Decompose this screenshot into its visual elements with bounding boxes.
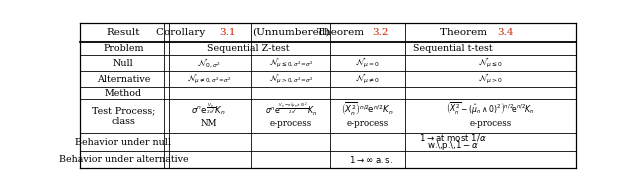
Text: w.\,p.\,$1-\alpha$: w.\,p.\,$1-\alpha$: [428, 139, 479, 152]
Text: $\mathcal{N}_{\mu=0}$: $\mathcal{N}_{\mu=0}$: [355, 57, 380, 70]
Text: $\mathcal{N}_{\mu>0}$: $\mathcal{N}_{\mu>0}$: [478, 73, 503, 86]
Text: 3.2: 3.2: [372, 28, 388, 37]
Text: Test Process;
class: Test Process; class: [92, 106, 155, 125]
Text: $1\to\mathrm{at\ most\ }1/\alpha$: $1\to\mathrm{at\ most\ }1/\alpha$: [419, 132, 487, 143]
Text: $\left(\overline{X_n^2}\right)^{n/2}\!\mathrm{e}^{n/2}K_n$: $\left(\overline{X_n^2}\right)^{n/2}\!\m…: [341, 100, 394, 118]
Text: e-process: e-process: [469, 119, 511, 128]
Text: Method: Method: [105, 89, 142, 98]
Text: Theorem: Theorem: [317, 28, 368, 37]
Text: $1\to\infty\ \mathrm{a.s.}$: $1\to\infty\ \mathrm{a.s.}$: [349, 154, 394, 165]
Text: Corollary: Corollary: [156, 28, 209, 37]
Text: NM: NM: [201, 119, 217, 128]
Text: $\mathcal{N}_{\mu\leq 0}$: $\mathcal{N}_{\mu\leq 0}$: [478, 57, 503, 70]
Text: $\mathcal{N}_{\mu>0,\sigma^2\!=\!\sigma^2}$: $\mathcal{N}_{\mu>0,\sigma^2\!=\!\sigma^…: [269, 73, 313, 86]
Text: Result: Result: [107, 28, 140, 37]
Text: Behavior under alternative: Behavior under alternative: [59, 155, 188, 164]
Text: Alternative: Alternative: [97, 75, 150, 84]
Text: Problem: Problem: [103, 44, 143, 53]
Text: Behavior under null: Behavior under null: [76, 138, 172, 146]
Text: (Unnumbered): (Unnumbered): [252, 28, 330, 37]
Text: $\mathcal{N}_{\mu\neq 0,\sigma^2\!=\!\sigma^2}$: $\mathcal{N}_{\mu\neq 0,\sigma^2\!=\!\si…: [187, 73, 231, 86]
Text: $\mathcal{N}_{\mu\neq 0}$: $\mathcal{N}_{\mu\neq 0}$: [355, 73, 380, 86]
Text: $\sigma^n\mathrm{e}^{\frac{V_n}{2\sigma^2}}K_n$: $\sigma^n\mathrm{e}^{\frac{V_n}{2\sigma^…: [191, 101, 227, 117]
Text: Sequential Z-test: Sequential Z-test: [207, 44, 290, 53]
Text: $\sigma^n\mathrm{e}^{\frac{V_n-n(\hat{\mu}_n\wedge 0)^2}{2\sigma^2}}K_n$: $\sigma^n\mathrm{e}^{\frac{V_n-n(\hat{\m…: [265, 100, 317, 118]
Text: $\mathcal{N}_{0,\sigma^2}$: $\mathcal{N}_{0,\sigma^2}$: [197, 57, 221, 70]
Text: e-process: e-process: [269, 119, 312, 128]
Text: Sequential t-test: Sequential t-test: [413, 44, 493, 53]
Text: 3.4: 3.4: [497, 28, 514, 37]
Text: Null: Null: [113, 59, 134, 68]
Text: $\left(\overline{X_n^2}-(\hat{\mu}_n\wedge 0)^2\right)^{n/2}\!\mathrm{e}^{n/2}K_: $\left(\overline{X_n^2}-(\hat{\mu}_n\wed…: [446, 101, 535, 117]
Text: Theorem: Theorem: [440, 28, 490, 37]
Text: e-process: e-process: [346, 119, 389, 128]
Text: $\mathcal{N}_{\mu\leq 0,\sigma^2\!=\!\sigma^2}$: $\mathcal{N}_{\mu\leq 0,\sigma^2\!=\!\si…: [269, 57, 313, 70]
Text: 3.1: 3.1: [219, 28, 236, 37]
